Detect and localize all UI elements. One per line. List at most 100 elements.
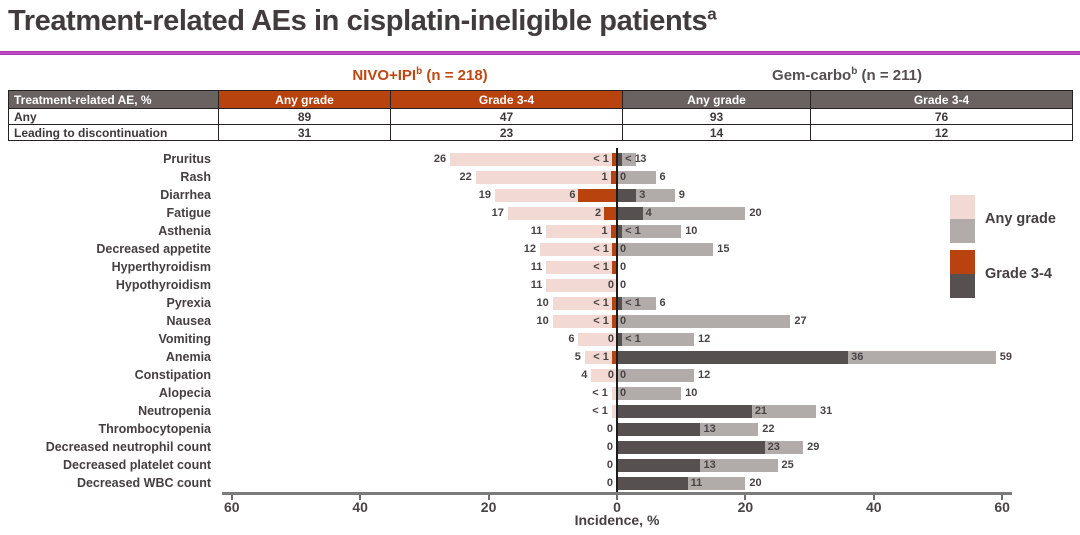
table-col-header: Grade 3-4 xyxy=(810,90,1073,109)
bar-nivo-grade-3-4 xyxy=(578,188,617,202)
value-label-nivo-grade-3-4: < 1 xyxy=(593,261,609,273)
gem-any-grade-swatch xyxy=(950,219,975,243)
value-label-gem-grade-3-4: < 1 xyxy=(625,225,641,237)
x-axis-tick xyxy=(487,494,490,500)
value-label-gem-grade-3-4: 0 xyxy=(620,387,627,399)
x-axis-tick xyxy=(872,494,875,500)
table-col-header: Grade 3-4 xyxy=(390,90,623,109)
bar-nivo-any-grade xyxy=(552,314,617,328)
category-label: Alopecia xyxy=(158,386,211,400)
table-row-label: Leading to discontinuation xyxy=(8,124,219,141)
bar-nivo-grade-3-4 xyxy=(611,296,617,310)
table-cell-value: 93 xyxy=(622,108,811,125)
value-label-nivo-any-grade: 22 xyxy=(459,171,472,183)
value-label-gem-grade-3-4: 0 xyxy=(620,315,627,327)
table-col-header: Any grade xyxy=(218,90,391,109)
bar-gem-grade-3-4 xyxy=(617,440,765,454)
bar-gem-grade-3-4 xyxy=(617,206,643,220)
value-label-nivo-grade-3-4: 0 xyxy=(607,369,614,381)
bar-gem-grade-3-4 xyxy=(617,404,752,418)
category-label: Thrombocytopenia xyxy=(98,422,211,436)
value-label-gem-any-grade: 22 xyxy=(762,423,775,435)
category-label: Asthenia xyxy=(158,224,211,238)
bar-nivo-grade-3-4 xyxy=(610,170,617,184)
bar-gem-any-grade xyxy=(617,170,656,184)
value-label-gem-any-grade: 10 xyxy=(685,225,698,237)
value-label-gem-grade-3-4: 0 xyxy=(620,261,627,273)
page-title-text: Treatment-related AEs in cisplatin-ineli… xyxy=(8,4,717,37)
x-axis-tick xyxy=(744,494,747,500)
bar-gem-grade-3-4 xyxy=(617,296,623,310)
value-label-nivo-grade-3-4: < 1 xyxy=(593,153,609,165)
value-label-nivo-any-grade: 6 xyxy=(568,333,575,345)
bar-nivo-any-grade xyxy=(546,260,617,274)
group-header-gem-carbo: Gem-carbob (n = 211) xyxy=(772,66,922,84)
table-cell-value: 76 xyxy=(810,108,1073,125)
value-label-gem-any-grade: 27 xyxy=(794,315,807,327)
category-label: Decreased appetite xyxy=(96,242,211,256)
value-label-nivo-grade-3-4: < 1 xyxy=(593,351,609,363)
legend-item-any-grade: Any grade xyxy=(950,195,1056,243)
value-label-gem-any-grade: 29 xyxy=(807,441,820,453)
value-label-nivo-any-grade: < 1 xyxy=(592,405,608,417)
x-axis-tick-label: 60 xyxy=(224,499,240,515)
x-axis-tick-label: 20 xyxy=(480,499,497,515)
value-label-gem-grade-3-4: 0 xyxy=(620,171,627,183)
nivo-grade-3-4-swatch xyxy=(950,250,975,274)
category-label: Pruritus xyxy=(163,152,211,166)
value-label-nivo-any-grade: 11 xyxy=(530,261,543,273)
value-label-nivo-any-grade: 4 xyxy=(581,369,588,381)
value-label-gem-grade-3-4: 21 xyxy=(754,405,768,417)
bar-nivo-any-grade xyxy=(584,350,617,364)
category-label: Anemia xyxy=(165,350,211,364)
value-label-nivo-any-grade: 0 xyxy=(606,477,613,489)
value-label-gem-grade-3-4: 3 xyxy=(639,189,646,201)
category-label: Diarrhea xyxy=(160,188,211,202)
value-label-nivo-any-grade: 5 xyxy=(574,351,581,363)
table-cell-value: 31 xyxy=(218,124,391,141)
bar-nivo-any-grade xyxy=(611,386,617,400)
table-row: Any 89 47 93 76 xyxy=(8,108,1073,125)
value-label-gem-grade-3-4: 0 xyxy=(620,243,627,255)
legend-label-any-grade: Any grade xyxy=(985,211,1056,227)
value-label-nivo-grade-3-4: < 1 xyxy=(593,297,609,309)
value-label-nivo-any-grade: 10 xyxy=(536,297,549,309)
bar-gem-grade-3-4 xyxy=(617,152,623,166)
table-cell-value: 14 xyxy=(622,124,811,141)
value-label-gem-grade-3-4: < 1 xyxy=(625,297,641,309)
value-label-nivo-grade-3-4: 6 xyxy=(569,189,576,201)
bar-nivo-any-grade xyxy=(546,224,617,238)
bar-gem-grade-3-4 xyxy=(617,224,623,238)
category-label: Hypothyroidism xyxy=(115,278,211,292)
category-label: Neutropenia xyxy=(138,404,211,418)
table-cell-value: 23 xyxy=(390,124,623,141)
any-grade-swatches xyxy=(950,195,975,243)
value-label-gem-grade-3-4: 11 xyxy=(690,477,703,489)
x-axis-tick xyxy=(359,494,362,500)
bar-nivo-any-grade xyxy=(611,404,617,418)
bar-nivo-grade-3-4 xyxy=(611,350,617,364)
value-label-nivo-any-grade: 0 xyxy=(606,423,613,435)
value-label-gem-any-grade: 10 xyxy=(685,387,698,399)
bar-gem-grade-3-4 xyxy=(617,188,637,202)
bar-nivo-any-grade xyxy=(539,242,617,256)
bar-gem-any-grade xyxy=(617,242,714,256)
bar-nivo-grade-3-4 xyxy=(604,206,617,220)
category-label: Pyrexia xyxy=(166,296,211,310)
value-label-gem-grade-3-4: 4 xyxy=(645,207,652,219)
category-label: Nausea xyxy=(166,314,211,328)
bar-gem-grade-3-4 xyxy=(617,458,701,472)
value-label-nivo-any-grade: 11 xyxy=(530,225,543,237)
table-cell-value: 47 xyxy=(390,108,623,125)
bar-gem-any-grade xyxy=(617,386,682,400)
page-title: Treatment-related AEs in cisplatin-ineli… xyxy=(8,4,717,38)
value-label-nivo-any-grade: 11 xyxy=(530,279,543,291)
value-label-gem-any-grade: 6 xyxy=(659,297,666,309)
value-label-gem-grade-3-4: < 1 xyxy=(625,333,641,345)
legend-label-grade-3-4: Grade 3-4 xyxy=(985,266,1052,282)
category-label: Hyperthyroidism xyxy=(111,260,211,274)
x-axis-tick-label: 40 xyxy=(352,499,368,515)
value-label-gem-any-grade: 3 xyxy=(640,153,647,165)
x-axis-tick-label: 60 xyxy=(994,499,1010,515)
value-label-nivo-grade-3-4: 2 xyxy=(595,207,602,219)
